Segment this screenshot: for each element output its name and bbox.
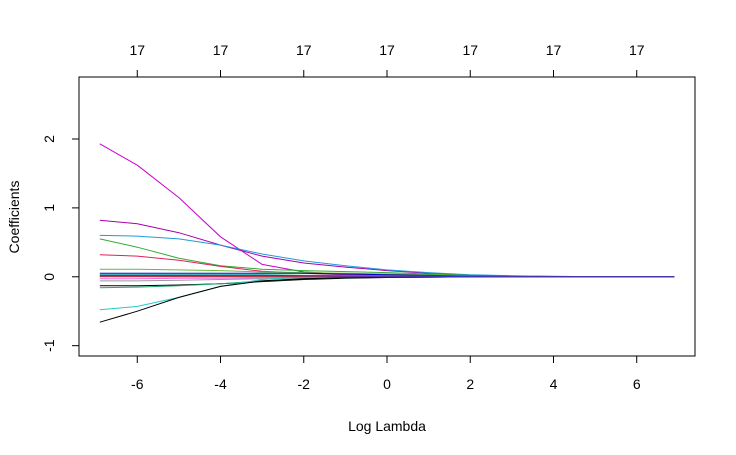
top-tick-label: 17: [296, 42, 312, 58]
x-tick-label: 6: [633, 376, 641, 392]
y-tick-label: -1: [41, 339, 57, 352]
x-axis: -6 -4 -2 0 2 4 6: [131, 355, 641, 392]
top-tick-label: 17: [462, 42, 478, 58]
series-line-14: [99, 275, 675, 311]
x-tick-label: 4: [550, 376, 558, 392]
series-line-4: [99, 238, 675, 278]
plot-frame: [78, 76, 696, 357]
x-tick-label: -4: [214, 376, 227, 392]
series-line-2: [99, 219, 675, 278]
top-tick-label: 17: [629, 42, 645, 58]
y-axis: -1 0 1 2: [41, 135, 80, 352]
y-tick-label: 2: [41, 135, 57, 143]
x-tick-label: 0: [383, 376, 391, 392]
series-line-17: [99, 274, 675, 278]
x-tick-label: -2: [298, 376, 311, 392]
top-axis: 17 17 17 17 17 17 17: [129, 42, 645, 78]
x-tick-label: 2: [466, 376, 474, 392]
top-tick-label: 17: [379, 42, 395, 58]
top-tick-label: 17: [213, 42, 229, 58]
top-tick-label: 17: [546, 42, 562, 58]
x-tick-label: -6: [131, 376, 144, 392]
series-line-1: [99, 143, 675, 278]
y-tick-label: 0: [41, 273, 57, 281]
x-axis-title: Log Lambda: [348, 418, 426, 434]
y-axis-title: Coefficients: [6, 181, 22, 254]
series-layer: [99, 143, 675, 323]
y-tick-label: 1: [41, 204, 57, 212]
series-line-15: [99, 276, 675, 323]
top-tick-label: 17: [129, 42, 145, 58]
